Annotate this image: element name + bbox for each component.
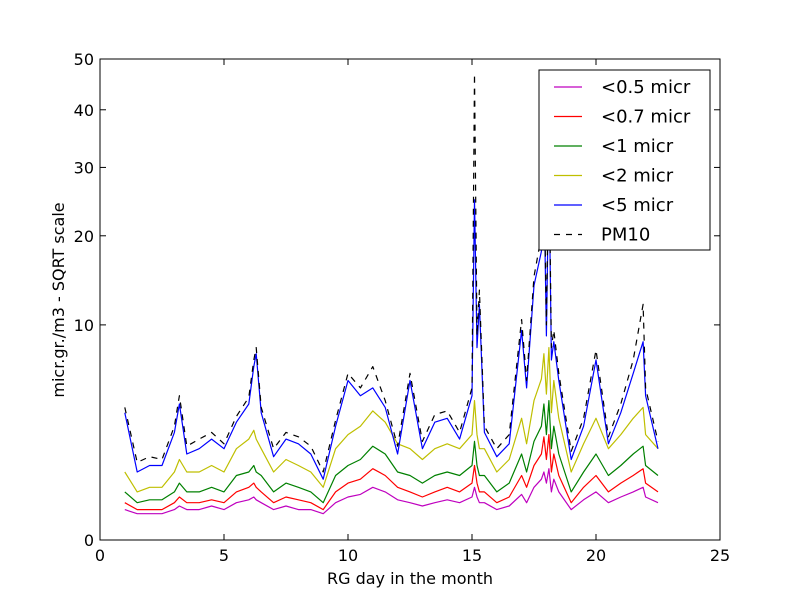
legend-label: PM10 [601, 225, 650, 246]
y-axis-label: micr.gr./m3 - SQRT scale [49, 202, 68, 397]
legend-label: <5 micr [601, 195, 674, 216]
legend-label: <0.5 micr [601, 77, 691, 98]
y-tick-label: 0 [84, 531, 94, 550]
x-tick-label: 20 [586, 546, 606, 565]
legend-box [538, 69, 711, 251]
x-tick-label: 25 [710, 546, 730, 565]
series-line-6 [124, 73, 659, 473]
x-axis: 0 5 10 15 20 25 [95, 59, 730, 565]
legend-label: <1 micr [601, 136, 674, 157]
y-tick-label: 40 [74, 101, 94, 120]
x-tick-label: 15 [462, 546, 482, 565]
series-layer [124, 73, 659, 515]
series-line-3 [124, 400, 659, 504]
legend: <0.5 micr <0.7 micr <1 micr <2 micr <5 micr P… [538, 69, 711, 251]
y-tick-label: 20 [74, 227, 94, 246]
x-tick-label: 0 [95, 546, 105, 565]
y-axis: 0 10 20 30 40 50 [74, 50, 720, 550]
legend-label: <0.7 micr [601, 107, 691, 128]
series-line-1 [124, 468, 659, 515]
legend-label: <2 micr [601, 166, 674, 187]
y-tick-label: 10 [74, 316, 94, 335]
x-tick-label: 10 [338, 546, 358, 565]
y-tick-label: 30 [74, 158, 94, 177]
series-line-5 [124, 166, 659, 480]
y-tick-label: 50 [74, 50, 94, 69]
x-axis-label: RG day in the month [327, 569, 493, 588]
axes-frame [99, 58, 721, 541]
series-line-4 [124, 347, 659, 493]
series-line-2 [124, 434, 659, 511]
x-tick-label: 5 [219, 546, 229, 565]
